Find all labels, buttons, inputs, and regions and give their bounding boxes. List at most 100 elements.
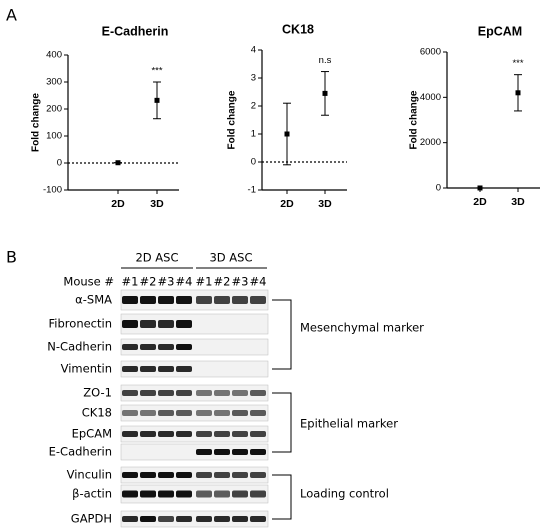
y-tick-label: 6000 [420,47,441,58]
blot-band [214,431,230,437]
blot-band [250,516,266,522]
row-label: EpCAM [72,427,112,441]
blot-band [232,410,248,416]
blot-band [196,516,212,522]
blot-band [176,472,192,478]
y-axis-label: Fold change [409,90,420,149]
x-tick-label: 2D [111,198,125,210]
blot-strip [120,338,269,356]
blot-band [196,449,212,455]
row-label: E-Cadherin [49,445,112,459]
blot-band [140,431,156,437]
blot-band [122,366,138,372]
point [115,160,121,166]
x-tick-label: 3D [318,198,332,210]
blot-strip [120,404,269,422]
bracket [272,392,292,453]
row-label: CK18 [82,406,112,420]
blot-band [250,410,266,416]
row-label: N-Cadherin [47,340,112,354]
blot-band [140,472,156,478]
x-tick-label: 3D [150,198,164,210]
bracket-label: Loading control [300,487,389,501]
blot-band [140,320,156,328]
group-label: 3D ASC [209,251,252,265]
blot-band [122,431,138,437]
blot-band [158,390,174,396]
blot-band [232,490,248,498]
y-tick-label: 0 [251,157,256,168]
blot-band [176,320,192,328]
blot-strip [120,360,269,378]
blot-band [232,449,248,455]
annotation: *** [151,66,162,77]
blot-band [232,472,248,478]
blot-band [140,390,156,396]
blot-band [176,296,192,304]
y-tick-label: 4000 [420,92,441,103]
y-tick-label: 1 [251,129,256,140]
blot-band [122,390,138,396]
blot-band [196,472,212,478]
lane-header: Mouse # [63,275,114,289]
y-tick-label: 300 [46,77,62,88]
y-tick-label: 4 [251,45,256,56]
blot-band [232,516,248,522]
blot-band [122,516,138,522]
blot-band [250,490,266,498]
annotation: *** [512,58,523,69]
blot-band [176,431,192,437]
blot-band [158,410,174,416]
blot-band [214,390,230,396]
blot-band [232,296,248,304]
blot-strip [120,443,269,461]
y-tick-label: 2 [251,101,256,112]
row-label: β-actin [72,487,112,501]
chart-title: EpCAM [478,24,522,38]
chart-title: CK18 [282,22,314,36]
row-label: Vinculin [67,468,112,482]
blot-band [232,431,248,437]
blot-strip [120,425,269,443]
blot-band [176,490,192,498]
y-axis-label: Fold change [31,93,42,152]
x-tick-label: 3D [511,196,525,208]
blot-band [196,431,212,437]
x-tick-label: 2D [473,196,487,208]
y-tick-label: 400 [46,50,62,61]
blot-band [140,410,156,416]
blot-band [196,410,212,416]
blot-band [158,516,174,522]
blot-band [214,296,230,304]
blot-strip [120,313,269,335]
blot-band [140,296,156,304]
blot-band [250,449,266,455]
blot-band [214,516,230,522]
group-label: 2D ASC [135,251,178,265]
annotation: n.s [319,55,332,66]
blot-strip [120,510,269,528]
blot-band [196,390,212,396]
lane-label: #2 [214,275,231,289]
blot-band [196,490,212,498]
blot-band [158,431,174,437]
bracket-label: Epithelial marker [300,417,398,431]
row-label: Vimentin [61,362,112,376]
point [515,90,521,96]
lane-label: #4 [176,275,193,289]
blot-band [158,344,174,350]
blot-band [196,296,212,304]
row-label: ZO-1 [83,386,112,400]
blot-band [250,390,266,396]
lane-label: #2 [140,275,157,289]
blot-band [140,344,156,350]
blot-band [176,516,192,522]
blot-strip [120,289,269,311]
blot-band [176,366,192,372]
blot-band [122,472,138,478]
y-tick-label: 200 [46,104,62,115]
point [477,185,483,191]
row-label: Fibronectin [49,317,112,331]
row-label: GAPDH [71,512,112,526]
panel-label: B [6,248,17,267]
